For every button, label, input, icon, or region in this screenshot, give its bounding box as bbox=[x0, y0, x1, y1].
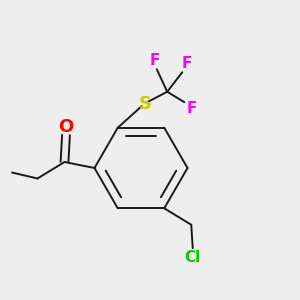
Text: F: F bbox=[150, 53, 160, 68]
Text: F: F bbox=[182, 56, 192, 71]
Text: O: O bbox=[58, 118, 74, 136]
Text: F: F bbox=[187, 101, 197, 116]
Text: Cl: Cl bbox=[184, 250, 201, 265]
Text: S: S bbox=[138, 95, 151, 113]
